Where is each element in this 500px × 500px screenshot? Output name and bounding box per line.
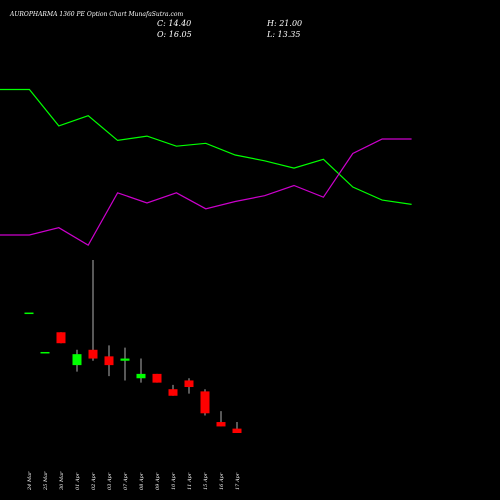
x-tick-label: 17 Apr bbox=[235, 472, 241, 490]
x-axis-labels: 24 Mar 25 Mar 30 Mar 01 Apr 02 Apr 03 Apr 07 A… bbox=[27, 471, 241, 491]
candle-body bbox=[120, 358, 130, 361]
lower-band-line bbox=[0, 138, 412, 247]
upper-band-line bbox=[0, 88, 412, 205]
x-tick-label: 03 Apr bbox=[107, 472, 113, 490]
candle-body bbox=[168, 389, 178, 396]
candle-body bbox=[56, 332, 66, 344]
candle-body bbox=[232, 428, 242, 433]
candle-body bbox=[24, 312, 34, 315]
candle-body bbox=[72, 354, 82, 366]
x-tick-label: 09 Apr bbox=[155, 472, 161, 490]
x-tick-label: 02 Apr bbox=[91, 472, 97, 490]
candle-body bbox=[88, 349, 98, 359]
x-tick-label: 01 Apr bbox=[75, 472, 81, 490]
candle-body bbox=[184, 380, 194, 388]
x-tick-label: 11 Apr bbox=[187, 472, 193, 490]
x-tick-label: 25 Mar bbox=[43, 471, 49, 491]
x-tick-label: 08 Apr bbox=[139, 472, 145, 490]
open-value: O: 16.05 bbox=[157, 30, 192, 39]
candle-body bbox=[152, 373, 162, 383]
candle-body bbox=[104, 356, 114, 366]
chart-title: AUROPHARMA 1360 PE Option Chart MunafaSu… bbox=[9, 11, 183, 18]
candles-group bbox=[24, 260, 242, 433]
close-value: C: 14.40 bbox=[157, 19, 191, 28]
candle-body bbox=[40, 351, 50, 354]
band-lines bbox=[0, 88, 412, 247]
candle-body bbox=[136, 373, 146, 379]
low-value: L: 13.35 bbox=[266, 30, 300, 39]
x-tick-label: 10 Apr bbox=[171, 472, 177, 490]
x-tick-label: 15 Apr bbox=[203, 472, 209, 490]
x-tick-label: 24 Mar bbox=[27, 471, 33, 491]
candle-body bbox=[200, 391, 210, 414]
high-value: H: 21.00 bbox=[266, 19, 302, 28]
x-tick-label: 30 Mar bbox=[59, 471, 65, 490]
x-tick-label: 07 Apr bbox=[123, 472, 129, 490]
x-tick-label: 16 Apr bbox=[219, 472, 225, 490]
candle-body bbox=[216, 422, 226, 427]
